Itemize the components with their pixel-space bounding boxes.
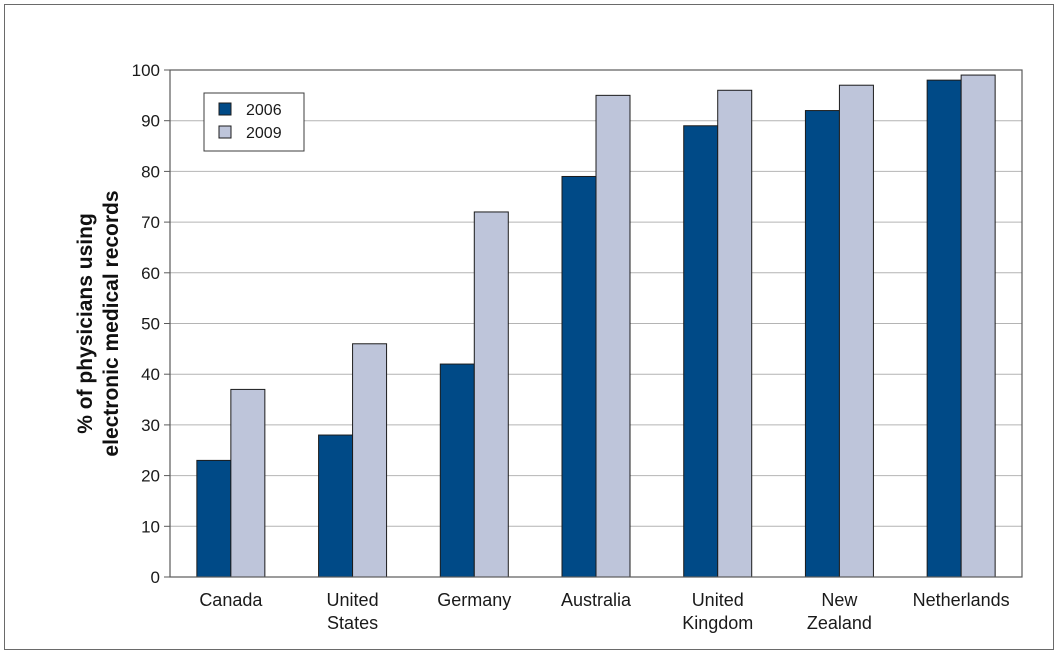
bar-2009-canada <box>230 388 266 578</box>
y-tick-label: 40 <box>141 365 160 384</box>
y-tick-label: 30 <box>141 416 160 435</box>
x-tick-label: United Kingdom <box>682 590 753 633</box>
legend-swatch-2006 <box>218 102 232 116</box>
x-tick-label: Canada <box>199 590 263 610</box>
x-axis-labels: Canada United States Germany Australia United… <box>199 590 1009 633</box>
bar-2009-australia <box>595 94 631 578</box>
y-tick-label: 100 <box>132 61 160 80</box>
bar-2006-united-kingdom <box>683 125 719 578</box>
bar-2006-netherlands <box>926 79 962 578</box>
y-tick-label: 10 <box>141 517 160 536</box>
bars <box>196 74 996 578</box>
bar-2009-netherlands <box>960 74 996 578</box>
chart-frame <box>4 4 1054 650</box>
legend: 2006 2009 <box>203 92 305 152</box>
bar-2006-australia <box>561 175 597 578</box>
bar-2009-germany <box>473 211 509 578</box>
y-tick-label: 90 <box>141 112 160 131</box>
y-tick-label: 0 <box>151 568 160 587</box>
y-axis-ticks: 0 10 20 30 40 50 60 70 80 90 100 <box>132 61 170 587</box>
x-tick-label: Germany <box>437 590 511 610</box>
legend-swatch-2009 <box>218 125 232 139</box>
y-tick-label: 50 <box>141 315 160 334</box>
x-tick-label: Australia <box>561 590 632 610</box>
y-tick-label: 20 <box>141 467 160 486</box>
x-tick-label: Netherlands <box>913 590 1010 610</box>
bar-2006-new-zealand <box>804 110 840 578</box>
y-tick-label: 60 <box>141 264 160 283</box>
bar-2009-united-kingdom <box>717 89 753 578</box>
y-axis-label: % of physicians using electronic medical … <box>74 190 123 456</box>
y-tick-label: 80 <box>141 162 160 181</box>
legend-label-2006: 2006 <box>246 102 282 119</box>
legend-label-2009: 2009 <box>246 125 282 142</box>
bar-2009-new-zealand <box>838 84 874 578</box>
bar-2006-germany <box>439 363 475 578</box>
bar-2006-united-states <box>318 434 354 578</box>
bar-2009-united-states <box>352 343 388 578</box>
bar-2006-canada <box>196 459 232 578</box>
x-tick-label: United States <box>327 590 379 633</box>
y-tick-label: 70 <box>141 213 160 232</box>
x-tick-label: New Zealand <box>807 590 872 633</box>
